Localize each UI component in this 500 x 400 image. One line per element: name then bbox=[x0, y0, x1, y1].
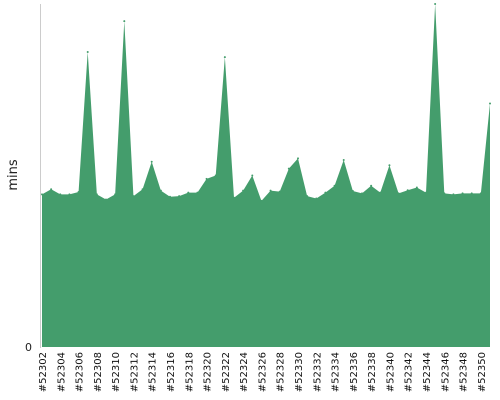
data-point-52315 bbox=[159, 189, 162, 192]
data-point-52314 bbox=[150, 160, 153, 163]
data-point-52344 bbox=[425, 191, 427, 194]
x-tick-label-52346: #52346 bbox=[440, 352, 451, 392]
x-tick-label-52302: #52302 bbox=[38, 352, 49, 392]
data-point-52303 bbox=[50, 188, 53, 191]
x-tick-label-52330: #52330 bbox=[294, 352, 305, 392]
data-point-52327 bbox=[269, 189, 272, 192]
x-tick-label-52314: #52314 bbox=[148, 352, 159, 392]
x-tick-label-52310: #52310 bbox=[111, 352, 122, 392]
data-point-52334 bbox=[333, 184, 336, 187]
y-axis-title: mins bbox=[6, 159, 21, 191]
data-point-52330 bbox=[297, 157, 299, 160]
data-point-52309 bbox=[105, 198, 107, 201]
data-point-52304 bbox=[59, 193, 62, 196]
data-point-52308 bbox=[95, 193, 98, 196]
data-point-52321 bbox=[214, 174, 217, 177]
data-point-52318 bbox=[187, 191, 190, 194]
data-point-52302 bbox=[41, 193, 43, 196]
data-point-52316 bbox=[169, 195, 171, 198]
x-tick-label-52342: #52342 bbox=[404, 352, 415, 392]
data-point-52349 bbox=[470, 192, 473, 195]
data-point-52331 bbox=[306, 195, 309, 198]
series-area bbox=[42, 4, 490, 347]
data-point-52313 bbox=[141, 188, 144, 191]
data-point-52347 bbox=[452, 193, 455, 196]
data-point-52312 bbox=[132, 195, 135, 198]
data-point-52319 bbox=[196, 191, 199, 194]
y-tick-label-zero: 0 bbox=[25, 341, 32, 354]
data-point-52336 bbox=[351, 189, 354, 192]
x-tick-label-52338: #52338 bbox=[367, 352, 378, 392]
x-tick-label-52318: #52318 bbox=[184, 352, 195, 392]
data-point-52342 bbox=[406, 189, 409, 192]
data-point-52323 bbox=[233, 196, 235, 199]
data-point-52306 bbox=[77, 190, 80, 193]
data-point-52339 bbox=[379, 191, 382, 194]
x-tick-label-52316: #52316 bbox=[166, 352, 177, 392]
x-tick-label-52322: #52322 bbox=[221, 352, 232, 392]
x-tick-label-52306: #52306 bbox=[75, 352, 86, 392]
x-tick-label-52312: #52312 bbox=[129, 352, 140, 392]
data-point-52351 bbox=[489, 102, 491, 105]
data-point-52328 bbox=[278, 190, 281, 193]
data-point-52325 bbox=[251, 174, 254, 177]
x-tick-label-52350: #52350 bbox=[477, 352, 488, 392]
data-point-52310 bbox=[114, 193, 117, 196]
data-point-52324 bbox=[242, 189, 245, 192]
x-tick-label-52304: #52304 bbox=[56, 352, 67, 392]
x-tick-label-52320: #52320 bbox=[203, 352, 214, 392]
x-tick-label-52308: #52308 bbox=[93, 352, 104, 392]
x-tick-label-52336: #52336 bbox=[349, 352, 360, 392]
data-point-52317 bbox=[178, 195, 181, 198]
x-tick-label-52348: #52348 bbox=[459, 352, 470, 392]
data-point-52320 bbox=[205, 177, 208, 180]
data-point-52340 bbox=[388, 164, 391, 167]
plot-area bbox=[41, 3, 491, 347]
data-point-52333 bbox=[324, 191, 327, 194]
data-point-52343 bbox=[415, 186, 418, 189]
data-point-52311 bbox=[123, 20, 126, 23]
data-point-52322 bbox=[223, 56, 226, 59]
data-point-52332 bbox=[315, 197, 318, 200]
x-tick-label-52326: #52326 bbox=[257, 352, 268, 392]
x-tick-label-52340: #52340 bbox=[385, 352, 396, 392]
x-tick-label-52324: #52324 bbox=[239, 352, 250, 392]
data-point-52329 bbox=[287, 167, 290, 170]
data-point-52326 bbox=[260, 199, 263, 202]
data-point-52350 bbox=[479, 192, 482, 195]
data-point-52307 bbox=[86, 51, 89, 54]
data-point-52305 bbox=[68, 193, 71, 196]
x-tick-label-52328: #52328 bbox=[276, 352, 287, 392]
data-point-52335 bbox=[342, 159, 345, 162]
data-point-52337 bbox=[361, 192, 363, 195]
data-point-52348 bbox=[461, 192, 464, 195]
data-point-52346 bbox=[443, 192, 446, 195]
data-point-52338 bbox=[370, 184, 373, 187]
data-point-52345 bbox=[434, 3, 437, 5]
x-tick-label-52344: #52344 bbox=[422, 352, 433, 392]
x-axis-tick-labels: #52302 #52304 #52306 #52308 #52310 #52312 #523… bbox=[38, 352, 488, 392]
data-point-52341 bbox=[397, 192, 400, 195]
x-tick-label-52334: #52334 bbox=[331, 352, 342, 392]
x-tick-label-52332: #52332 bbox=[312, 352, 323, 392]
